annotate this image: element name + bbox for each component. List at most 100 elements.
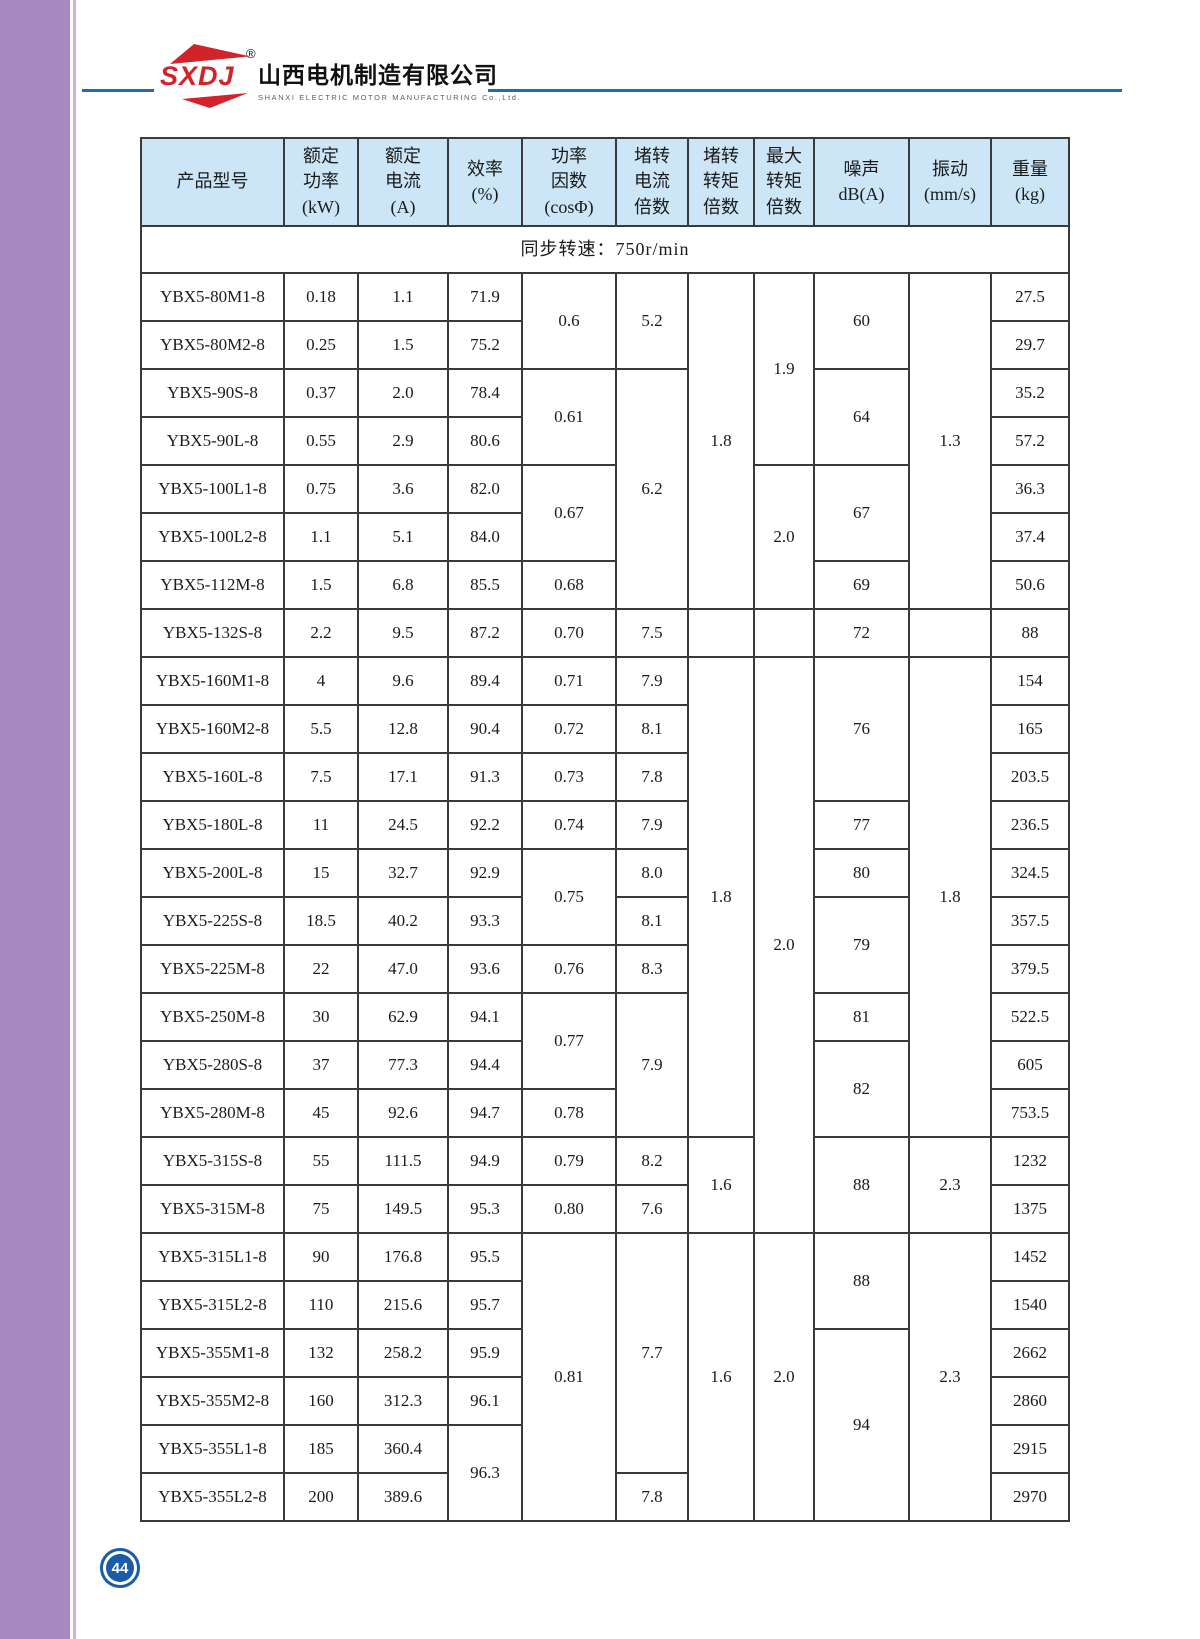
table-cell: 78.4 [447,368,523,418]
table-cell: YBX5-355M1-8 [140,1328,285,1378]
column-header-lr-current-ratio: 堵转 电流 倍数 [615,137,689,227]
table-cell: 29.7 [990,320,1070,370]
table-cell: 0.78 [521,1088,617,1138]
table-cell: YBX5-80M2-8 [140,320,285,370]
table-cell: 80.6 [447,416,523,466]
table-row: YBX5-112M-8 1.5 6.8 85.5 0.68 69 50.6 [140,560,1070,610]
table-cell: 57.2 [990,416,1070,466]
table-cell: 522.5 [990,992,1070,1042]
table-cell: 90.4 [447,704,523,754]
table-cell: 6.2 [615,368,689,610]
table-cell: 87.2 [447,608,523,658]
table-cell: 110 [283,1280,359,1330]
table-cell: 2.0 [753,1232,815,1522]
table-cell: 0.75 [283,464,359,514]
table-cell: YBX5-112M-8 [140,560,285,610]
table-row: YBX5-280M-8 45 92.6 94.7 0.78 753.5 [140,1088,1070,1138]
table-row: YBX5-315L1-8 90 176.8 95.5 0.81 7.7 1.6 2.0 88 2.… [140,1232,1070,1522]
table-row: YBX5-315M-8 75 149.5 95.3 0.80 7.6 1375 [140,1184,1070,1234]
table-cell: 9.6 [357,656,449,706]
table-cell: 7.9 [615,656,689,706]
table-cell: 7.9 [615,800,689,850]
column-header-vibration: 振动 (mm/s) [908,137,992,227]
table-cell: 176.8 [357,1232,449,1282]
table-subtitle-row: 同步转速：750r/min [140,225,1070,274]
table-cell: 60 [813,272,910,370]
table-cell: 258.2 [357,1328,449,1378]
header-rule-right [488,89,1122,92]
table-cell: YBX5-180L-8 [140,800,285,850]
table-cell: YBX5-225S-8 [140,896,285,946]
table-cell: 12.8 [357,704,449,754]
table-cell: YBX5-200L-8 [140,848,285,898]
table-cell: 8.1 [615,896,689,946]
table-cell: 91.3 [447,752,523,802]
table-cell: 77.3 [357,1040,449,1090]
table-cell: 2.0 [753,464,815,610]
table-cell: 7.5 [283,752,359,802]
table-cell: 1.6 [687,1232,755,1522]
table-cell: 2.0 [753,656,815,1234]
table-cell: 95.7 [447,1280,523,1330]
table-cell: 82.0 [447,464,523,514]
table-cell: 47.0 [357,944,449,994]
table-cell: 0.76 [521,944,617,994]
table-cell: 215.6 [357,1280,449,1330]
table-cell: YBX5-355L2-8 [140,1472,285,1522]
table-cell: 64 [813,368,910,466]
table-cell: YBX5-355M2-8 [140,1376,285,1426]
table-row: YBX5-355L2-8 200 389.6 7.8 2970 [140,1472,1070,1522]
table-cell: 2662 [990,1328,1070,1378]
column-header-lr-torque-ratio: 堵转 转矩 倍数 [687,137,755,227]
table-cell: 50.6 [990,560,1070,610]
logo-triangle-bottom-icon [182,93,248,108]
table-cell: 7.5 [615,608,689,658]
table-cell: 8.3 [615,944,689,994]
table-cell: 200 [283,1472,359,1522]
table-cell: 0.67 [521,464,617,562]
sxdj-logo: SXDJ ® [160,44,260,114]
table-cell: 94 [813,1328,910,1522]
table-cell: 149.5 [357,1184,449,1234]
column-header-cos: 功率 因数 (cosΦ) [521,137,617,227]
table-cell: 203.5 [990,752,1070,802]
table-cell: 67 [813,464,910,562]
table-cell: 75.2 [447,320,523,370]
table-cell: 0.61 [521,368,617,466]
table-cell: 165 [990,704,1070,754]
table-cell: 154 [990,656,1070,706]
column-header-power: 额定 功率 (kW) [283,137,359,227]
table-cell: 0.74 [521,800,617,850]
table-cell: 89.4 [447,656,523,706]
table-cell: YBX5-315S-8 [140,1136,285,1186]
company-name-block: 山西电机制造有限公司 SHANXI ELECTRIC MOTOR MANUFAC… [258,56,558,102]
table-cell: YBX5-160L-8 [140,752,285,802]
table-cell: 2.9 [357,416,449,466]
table-cell: 312.3 [357,1376,449,1426]
table-cell: 96.1 [447,1376,523,1426]
motor-spec-table: 产品型号 额定 功率 (kW) 额定 电流 (A) 效率 (%) 功率 因数 (cosΦ) 堵转 电流 倍数… [140,137,1070,1522]
table-cell: 82 [813,1040,910,1138]
table-cell: 81 [813,992,910,1042]
table-cell: 1540 [990,1280,1070,1330]
table-row: YBX5-355L1-8 185 360.4 96.3 2915 [140,1424,1070,1522]
table-cell: YBX5-90L-8 [140,416,285,466]
table-cell: 360.4 [357,1424,449,1474]
table-row: YBX5-355M1-8 132 258.2 95.9 94 2662 [140,1328,1070,1522]
table-row: YBX5-100L1-8 0.75 3.6 82.0 0.67 2.0 67 36.3 [140,464,1070,610]
table-cell: 88 [990,608,1070,658]
table-cell: 55 [283,1136,359,1186]
table-cell: 2915 [990,1424,1070,1474]
table-row: YBX5-355M2-8 160 312.3 96.1 2860 [140,1376,1070,1426]
table-cell: 1.8 [687,656,755,1138]
table-cell: 15 [283,848,359,898]
table-cell [753,608,815,658]
table-cell: 94.7 [447,1088,523,1138]
table-cell: 1452 [990,1232,1070,1282]
table-cell: YBX5-90S-8 [140,368,285,418]
synchronous-speed-label: 同步转速：750r/min [140,225,1070,274]
table-cell: 6.8 [357,560,449,610]
table-cell: 0.79 [521,1136,617,1186]
table-cell: YBX5-315L1-8 [140,1232,285,1282]
table-cell: 0.6 [521,272,617,370]
